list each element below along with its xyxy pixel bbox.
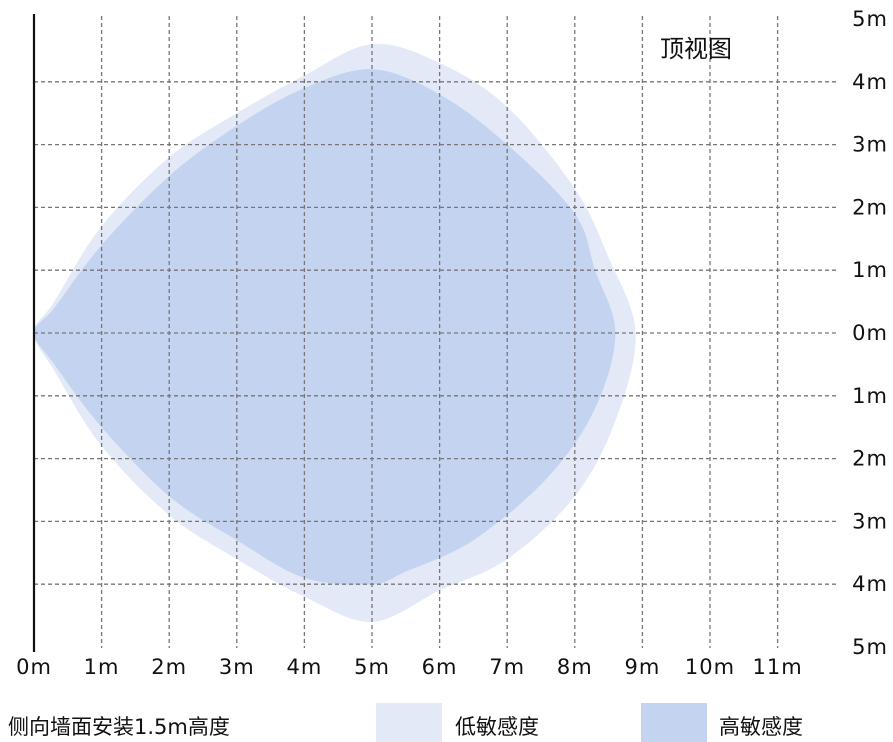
x-tick-label: 1m bbox=[84, 655, 120, 679]
y-tick-label: 2m bbox=[852, 447, 888, 471]
legend-high-swatch bbox=[641, 703, 707, 742]
x-tick-label: 11m bbox=[753, 655, 803, 679]
x-tick-label: 9m bbox=[624, 655, 660, 679]
y-tick-label: 5m bbox=[852, 635, 888, 659]
y-tick-label: 2m bbox=[852, 195, 888, 219]
y-tick-label: 1m bbox=[852, 384, 888, 408]
grid bbox=[34, 16, 838, 648]
y-tick-label: 3m bbox=[852, 509, 888, 533]
y-tick-label: 1m bbox=[852, 258, 888, 282]
x-tick-label: 5m bbox=[354, 655, 390, 679]
x-tick-label: 4m bbox=[286, 655, 322, 679]
x-tick-label: 8m bbox=[557, 655, 593, 679]
legend-low-label: 低敏感度 bbox=[455, 715, 539, 739]
y-tick-label: 5m bbox=[852, 7, 888, 31]
mounting-caption: 侧向墙面安装1.5m高度 bbox=[8, 715, 230, 739]
y-tick-label: 4m bbox=[852, 70, 888, 94]
x-tick-label: 10m bbox=[685, 655, 735, 679]
legend-high-label: 高敏感度 bbox=[719, 715, 803, 739]
x-tick-label: 3m bbox=[219, 655, 255, 679]
y-tick-label: 4m bbox=[852, 572, 888, 596]
x-tick-label: 0m bbox=[16, 655, 52, 679]
x-tick-label: 7m bbox=[489, 655, 525, 679]
y-axis-ticks: 5m 4m 3m 2m 1m 0m 1m 2m 3m 4m 5m bbox=[852, 7, 888, 659]
legend-low-swatch bbox=[376, 703, 442, 742]
high-sensitivity-area bbox=[34, 69, 616, 585]
x-tick-label: 2m bbox=[151, 655, 187, 679]
y-tick-label: 0m bbox=[852, 321, 888, 345]
coverage-areas bbox=[34, 43, 636, 622]
legend: 低敏感度 高敏感度 bbox=[376, 703, 803, 742]
x-axis-ticks: 0m 1m 2m 3m 4m 5m 6m 7m 8m 9m 10m 11m bbox=[16, 655, 803, 679]
y-tick-label: 3m bbox=[852, 133, 888, 157]
x-tick-label: 6m bbox=[422, 655, 458, 679]
diagram-title: 顶视图 bbox=[660, 35, 732, 63]
